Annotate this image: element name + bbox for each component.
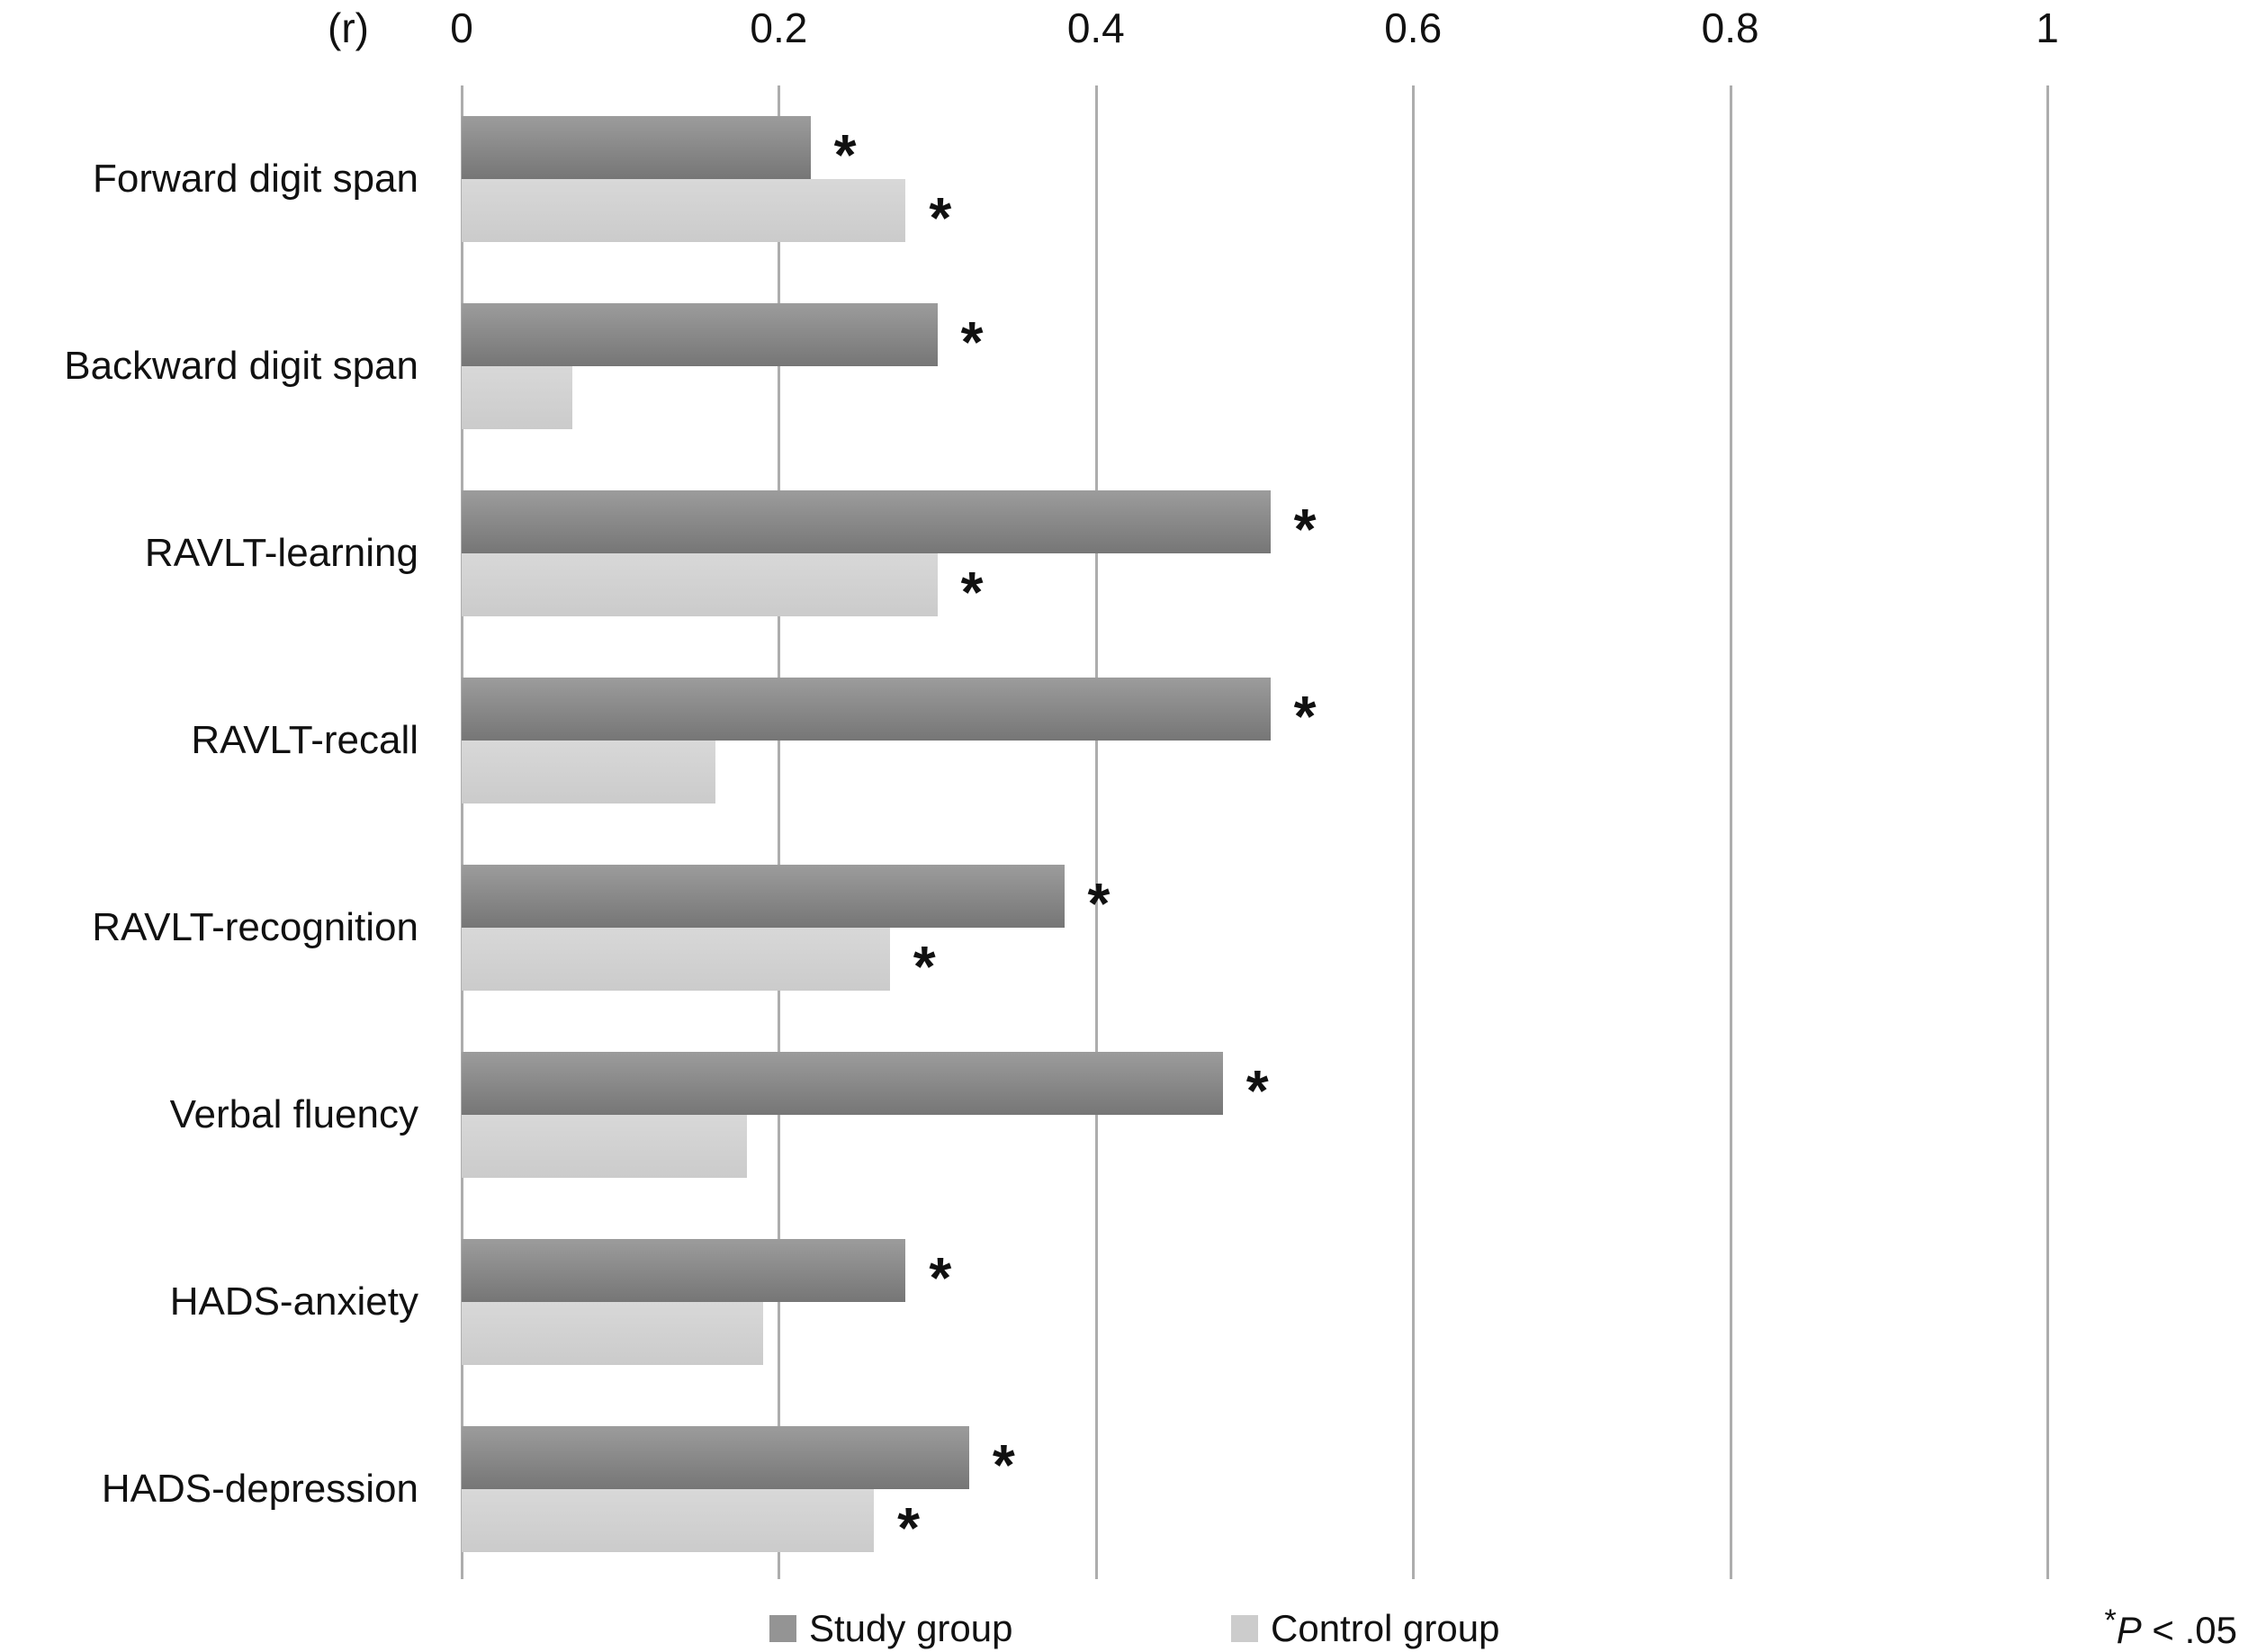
category-label: RAVLT-learning xyxy=(144,531,418,575)
significance-footnote: *P < .05 xyxy=(2104,1603,2237,1652)
control-group-swatch-icon xyxy=(1231,1615,1258,1642)
significance-asterisk: * xyxy=(992,1432,1015,1498)
gridline xyxy=(461,85,463,1579)
axis-tick-label: 0 xyxy=(450,4,473,51)
study-group-swatch-icon xyxy=(769,1615,796,1642)
significance-asterisk: * xyxy=(929,185,952,251)
bar-control xyxy=(462,1115,748,1178)
legend-item-study: Study group xyxy=(769,1607,1013,1650)
bar-study xyxy=(462,1239,906,1302)
gridline xyxy=(1412,85,1416,1579)
category-label: RAVLT-recall xyxy=(191,718,418,762)
plot-area: * * * * * * * * * * * * xyxy=(461,85,2050,1579)
bar-study xyxy=(462,1426,969,1489)
axis-tick-label: 0.8 xyxy=(1701,4,1759,51)
legend-item-control: Control group xyxy=(1231,1607,1499,1650)
bar-study xyxy=(462,678,1271,741)
category-label: Forward digit span xyxy=(93,157,418,201)
axis-tick-label: 0.6 xyxy=(1384,4,1443,51)
category-label: Backward digit span xyxy=(64,344,418,388)
bar-study xyxy=(462,303,938,366)
significance-asterisk: * xyxy=(913,934,936,1000)
gridline xyxy=(778,85,781,1579)
legend-label-control: Control group xyxy=(1271,1607,1500,1649)
bar-study xyxy=(462,116,811,179)
legend: Study group Control group xyxy=(0,1607,2257,1652)
bar-study xyxy=(462,865,1065,928)
gridline xyxy=(2046,85,2049,1579)
gridline xyxy=(1729,85,1732,1579)
axis-unit-label: (r) xyxy=(328,4,369,51)
bar-control xyxy=(462,553,938,616)
footnote-asterisk: * xyxy=(2104,1603,2117,1638)
legend-label-study: Study group xyxy=(809,1607,1013,1649)
footnote-p: P xyxy=(2116,1609,2142,1651)
axis-header: (r) 0 0.2 0.4 0.6 0.8 1 xyxy=(0,0,2257,85)
category-label: Verbal fluency xyxy=(169,1092,418,1136)
significance-asterisk: * xyxy=(1245,1058,1269,1124)
category-label: HADS-depression xyxy=(101,1467,418,1511)
axis-tick-label: 0.2 xyxy=(750,4,808,51)
bar-control xyxy=(462,1489,875,1552)
significance-asterisk: * xyxy=(960,310,984,375)
axis-tick-label: 1 xyxy=(2036,4,2059,51)
bar-study xyxy=(462,490,1271,553)
bar-control xyxy=(462,179,906,242)
gridline xyxy=(1094,85,1098,1579)
axis-tick-label: 0.4 xyxy=(1066,4,1125,51)
significance-asterisk: * xyxy=(1293,684,1317,750)
bar-study xyxy=(462,1052,1223,1115)
significance-asterisk: * xyxy=(1087,871,1111,937)
bar-control xyxy=(462,366,573,429)
bar-control xyxy=(462,928,890,991)
bar-control xyxy=(462,1302,763,1365)
significance-asterisk: * xyxy=(897,1495,921,1561)
bar-control xyxy=(462,741,715,804)
significance-asterisk: * xyxy=(929,1245,952,1311)
significance-asterisk: * xyxy=(1293,497,1317,562)
significance-asterisk: * xyxy=(960,560,984,625)
category-label: HADS-anxiety xyxy=(169,1279,418,1324)
category-label: RAVLT-recognition xyxy=(92,905,418,949)
significance-asterisk: * xyxy=(833,122,857,188)
footnote-threshold: < .05 xyxy=(2141,1609,2237,1651)
